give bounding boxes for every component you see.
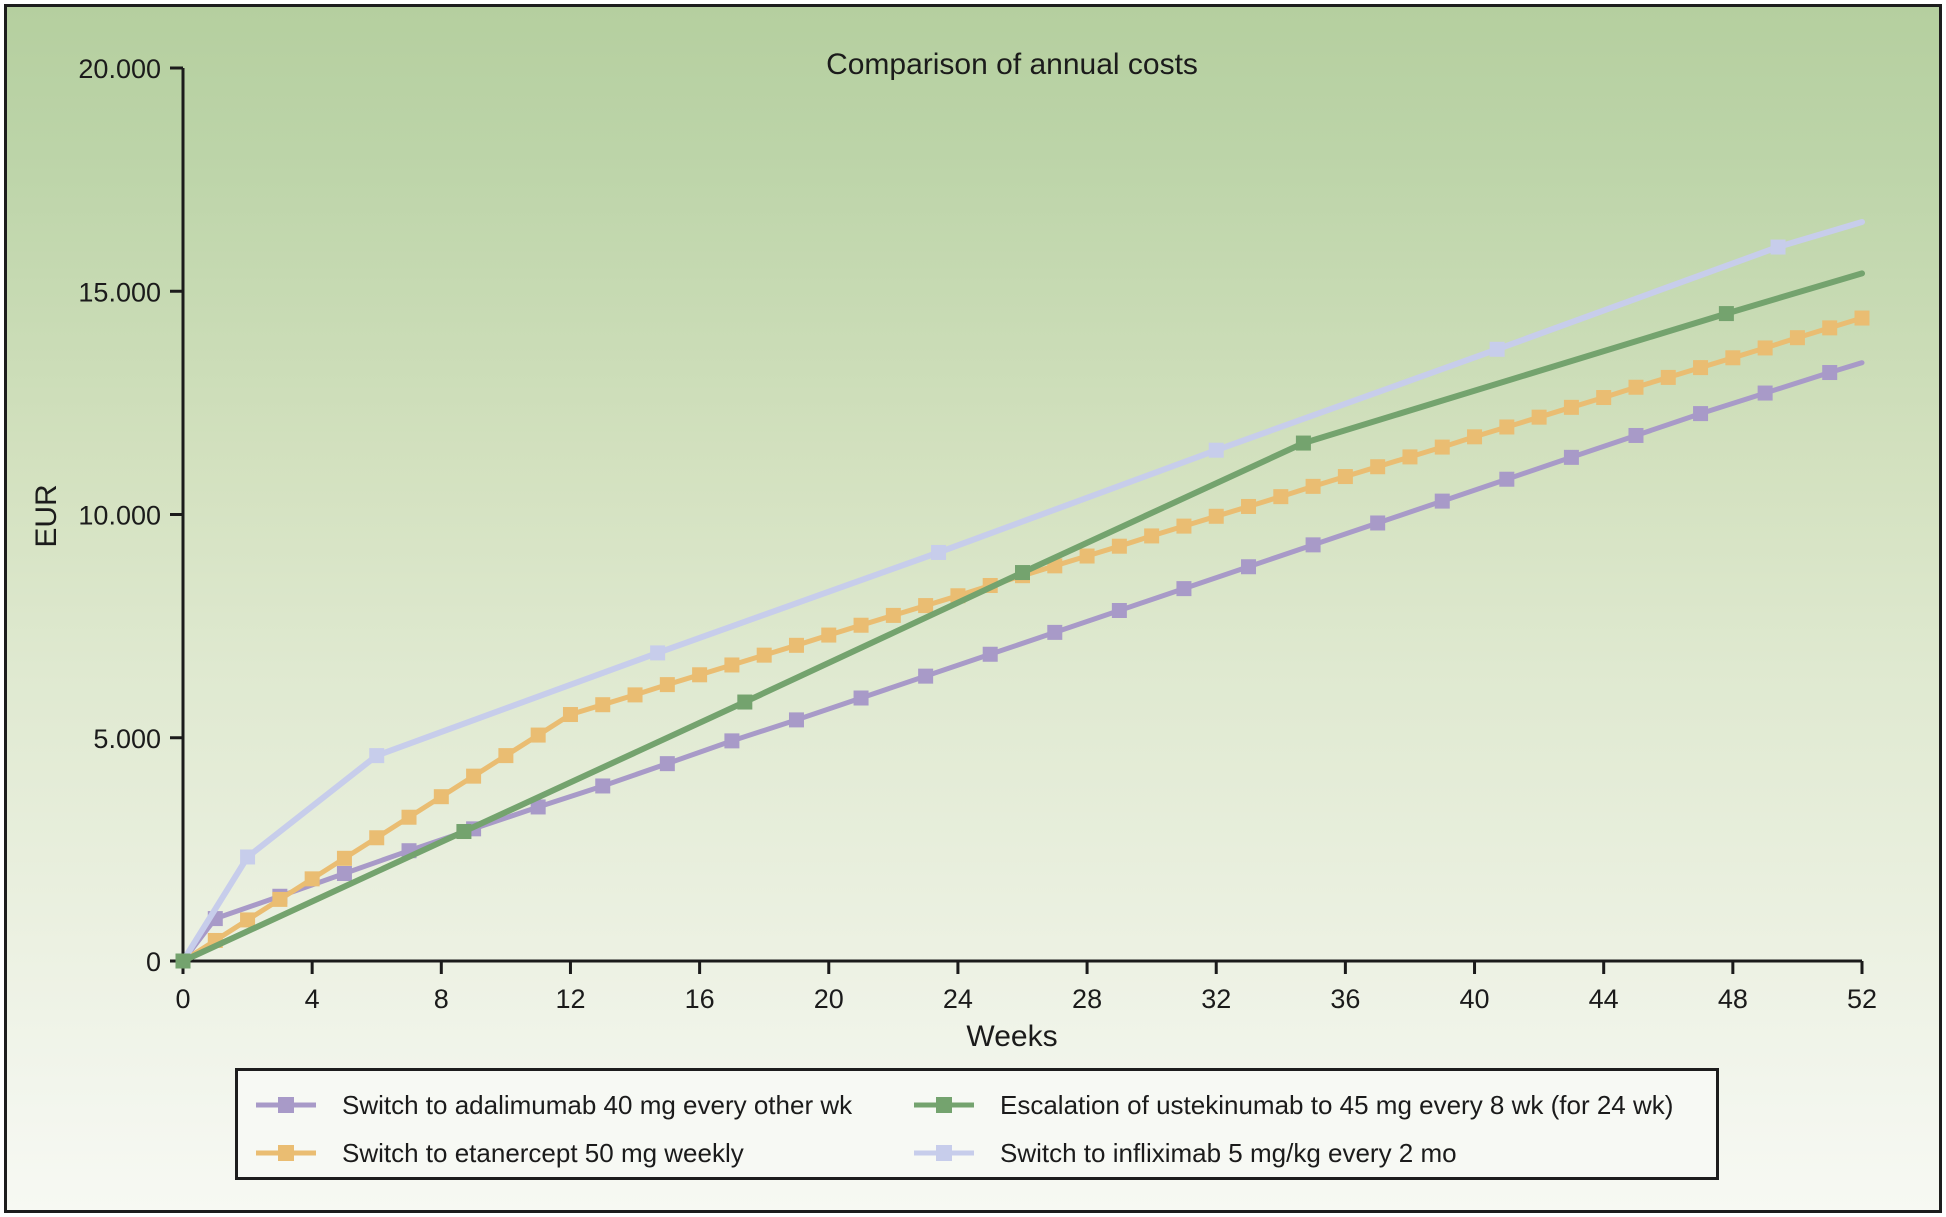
- svg-text:24: 24: [943, 984, 973, 1014]
- adalimumab-line-swatch-icon: [256, 1097, 316, 1113]
- figure-frame: [4, 4, 1942, 1213]
- svg-text:15.000: 15.000: [78, 277, 161, 307]
- svg-text:5.000: 5.000: [93, 724, 161, 754]
- etanercept-line-swatch-icon: [256, 1145, 316, 1161]
- svg-text:48: 48: [1718, 984, 1748, 1014]
- svg-text:40: 40: [1460, 984, 1490, 1014]
- svg-text:8: 8: [434, 984, 449, 1014]
- legend-item-etanercept: Switch to etanercept 50 mg weekly: [256, 1137, 744, 1169]
- legend-label-ustekinumab: Escalation of ustekinumab to 45 mg every…: [1000, 1090, 1674, 1120]
- svg-text:16: 16: [685, 984, 715, 1014]
- legend-item-adalimumab: Switch to adalimumab 40 mg every other w…: [256, 1089, 852, 1121]
- legend-item-infliximab: Switch to infliximab 5 mg/kg every 2 mo: [914, 1137, 1457, 1169]
- chart-title: Comparison of annual costs: [826, 48, 1198, 81]
- svg-text:20: 20: [814, 984, 844, 1014]
- svg-text:12: 12: [555, 984, 585, 1014]
- ustekinumab-line-swatch-icon: [914, 1097, 974, 1113]
- infliximab-line-swatch-icon: [914, 1145, 974, 1161]
- legend-item-ustekinumab: Escalation of ustekinumab to 45 mg every…: [914, 1089, 1673, 1121]
- legend: Switch to adalimumab 40 mg every other w…: [235, 1068, 1719, 1180]
- svg-text:36: 36: [1330, 984, 1360, 1014]
- legend-label-etanercept: Switch to etanercept 50 mg weekly: [342, 1138, 744, 1168]
- legend-label-adalimumab: Switch to adalimumab 40 mg every other w…: [342, 1090, 853, 1120]
- svg-text:10.000: 10.000: [78, 501, 161, 531]
- svg-text:52: 52: [1847, 984, 1877, 1014]
- svg-text:32: 32: [1201, 984, 1231, 1014]
- legend-label-infliximab: Switch to infliximab 5 mg/kg every 2 mo: [1000, 1138, 1457, 1168]
- svg-text:28: 28: [1072, 984, 1102, 1014]
- svg-text:20.000: 20.000: [78, 54, 161, 84]
- svg-text:0: 0: [146, 947, 161, 977]
- svg-text:44: 44: [1589, 984, 1619, 1014]
- y-axis-label: EUR: [30, 484, 63, 547]
- x-axis-label: Weeks: [966, 1020, 1057, 1053]
- svg-text:0: 0: [175, 984, 190, 1014]
- svg-text:4: 4: [305, 984, 320, 1014]
